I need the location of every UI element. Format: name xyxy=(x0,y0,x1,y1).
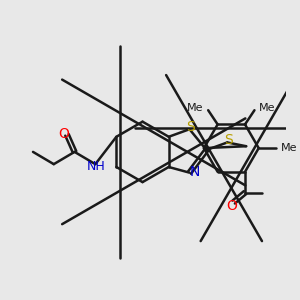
Text: S: S xyxy=(224,133,233,147)
Text: Me: Me xyxy=(280,143,297,153)
Text: S: S xyxy=(186,120,195,134)
Text: O: O xyxy=(226,199,237,213)
Text: N: N xyxy=(190,165,200,179)
Text: NH: NH xyxy=(87,160,106,172)
Text: Me: Me xyxy=(259,103,276,113)
Text: O: O xyxy=(59,127,70,141)
Text: Me: Me xyxy=(187,103,203,113)
